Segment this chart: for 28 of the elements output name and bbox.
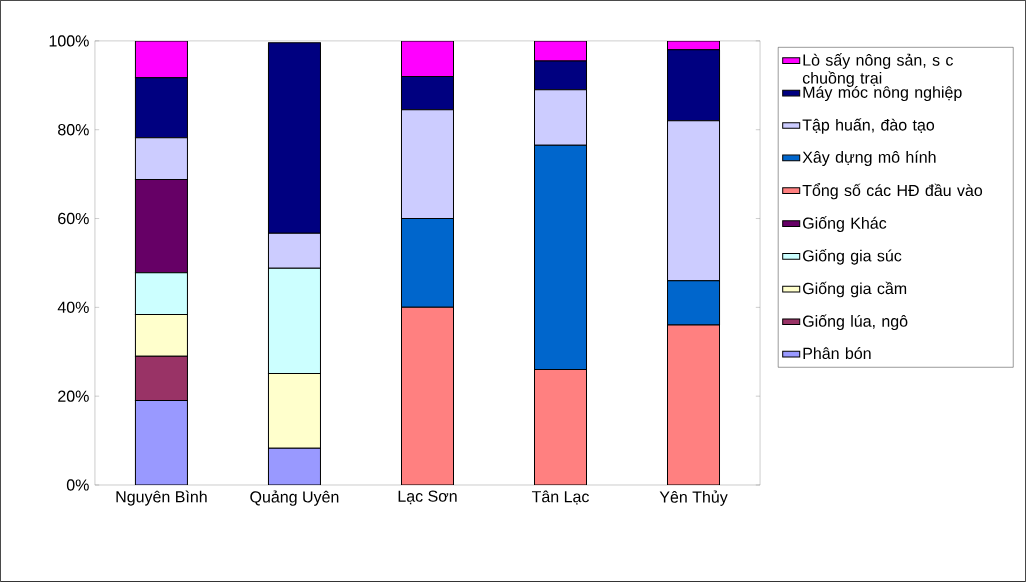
x-tick-label: Yên Thủy: [659, 490, 728, 506]
y-tick-label: 100%: [49, 35, 89, 47]
legend-label: Máy móc nông nghiệp: [803, 86, 962, 102]
x-tick-label: Tân Lạc: [531, 490, 589, 505]
bar: [400, 40, 454, 77]
x-tick-label: Nguyên Bình: [116, 490, 207, 506]
bar: [400, 306, 454, 486]
bar: [534, 369, 588, 486]
y-tick-label: 60%: [58, 212, 89, 225]
legend-label: Giống Khác: [803, 216, 887, 233]
y-tick-label: 40%: [57, 301, 89, 314]
legend-label: Giống gia cầm: [803, 281, 907, 298]
bar: [267, 447, 321, 486]
legend-label: Phân bón: [803, 347, 871, 360]
x-tick-label: Quảng Uyên: [250, 490, 339, 506]
bar: [667, 324, 721, 486]
bar: [134, 400, 188, 486]
legend-label: Lò sấy nông sản, s c chuồng trại: [802, 53, 953, 87]
y-tick-label: 80%: [58, 124, 89, 136]
y-tick-label: 0%: [66, 479, 89, 491]
bar: [134, 40, 188, 79]
legend-label: Giống gia súc: [803, 249, 902, 265]
legend-label: Xây dựng mô hính: [802, 150, 936, 167]
y-tick-label: 20%: [58, 390, 89, 402]
legend-label: Giống lúa, ngô: [803, 314, 908, 331]
legend-label: Tổng số các HĐ đầu vào: [802, 183, 983, 200]
x-tick-label: Lạc Sơn: [398, 490, 457, 505]
legend-label: Tập huấn, đào tạo: [802, 118, 935, 134]
